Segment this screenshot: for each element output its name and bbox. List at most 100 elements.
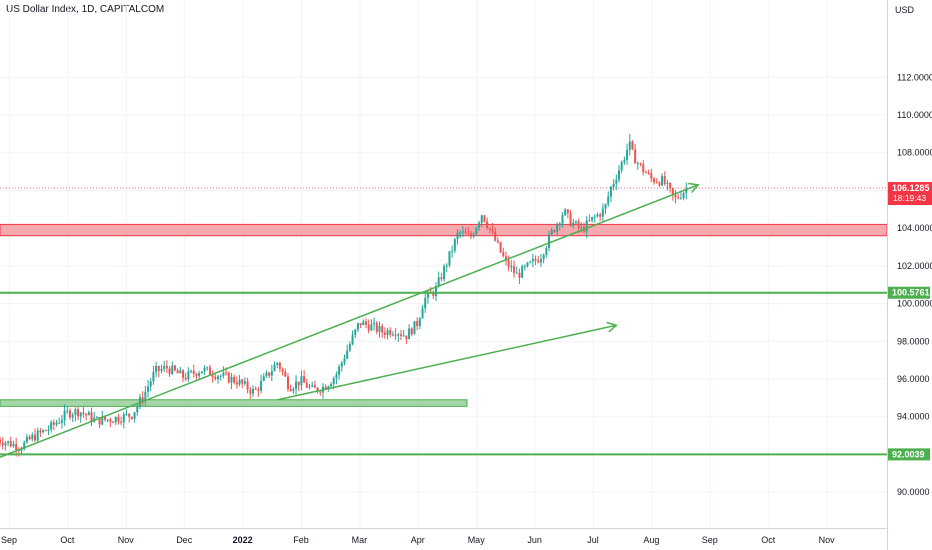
candle-body — [300, 376, 303, 386]
drawn-lines — [0, 182, 887, 458]
x-tick-label: Feb — [293, 535, 309, 545]
candle-body — [577, 221, 580, 228]
y-tick-label: 108.0000 — [897, 148, 932, 158]
y-tick-label: 100.0000 — [897, 299, 932, 309]
y-tick-label: 112.0000 — [897, 72, 932, 82]
candle-body — [28, 436, 31, 440]
candle-body — [173, 365, 176, 371]
candle-body — [313, 385, 316, 388]
candle-body — [340, 362, 343, 367]
candle-body — [295, 381, 298, 389]
candle-body — [677, 197, 680, 199]
candle-body — [222, 372, 225, 376]
y-tick-label: 90.0000 — [897, 487, 930, 497]
candle-body — [7, 441, 10, 443]
candle-body — [55, 422, 58, 425]
candle-body — [515, 272, 518, 274]
candle-body — [397, 334, 400, 336]
candle-body — [25, 436, 28, 443]
x-tick-label: 2022 — [233, 535, 253, 545]
candle-body — [155, 366, 158, 372]
candle-body — [631, 141, 634, 150]
y-tick-label: 102.0000 — [897, 261, 932, 271]
candle-body — [39, 430, 42, 433]
x-tick-label: Nov — [819, 535, 836, 545]
support-zone — [0, 399, 468, 407]
candle-body — [365, 321, 368, 325]
candle-body — [585, 220, 588, 232]
candle-body — [574, 221, 577, 223]
candle-body — [418, 318, 421, 327]
candle-body — [311, 385, 314, 387]
candle-body — [50, 422, 53, 430]
candle-body — [658, 182, 661, 186]
candle-body — [432, 292, 435, 296]
candle-body — [604, 204, 607, 209]
candle-body — [537, 260, 540, 263]
level-badge-value: 100.5761 — [892, 288, 930, 298]
level-badge — [888, 448, 930, 461]
grid — [0, 0, 887, 528]
candle-body — [561, 215, 564, 224]
x-tick-label: Jul — [587, 535, 599, 545]
candle-body — [1, 442, 4, 446]
candle-body — [456, 232, 459, 240]
candle-body — [469, 233, 472, 237]
y-tick-label: 96.0000 — [897, 374, 930, 384]
candle-body — [206, 367, 209, 369]
candle-body — [319, 391, 322, 393]
x-tick-label: May — [468, 535, 486, 545]
candle-body — [93, 417, 96, 422]
candle-body — [402, 335, 405, 337]
candle-body — [491, 229, 494, 232]
candle-body — [448, 251, 451, 266]
candle-body — [478, 222, 481, 228]
candle-body — [227, 372, 230, 383]
x-tick-label: Sep — [702, 535, 718, 545]
candle-body — [521, 266, 524, 278]
candle-body — [601, 208, 604, 217]
candle-body — [591, 216, 594, 221]
currency-label: USD — [895, 5, 915, 15]
candle-body — [539, 259, 542, 263]
candle-body — [114, 416, 117, 423]
candle-body — [179, 370, 182, 374]
candle-body — [36, 430, 39, 441]
candle-body — [531, 258, 534, 262]
candle-body — [262, 376, 265, 381]
candle-body — [106, 419, 109, 421]
candle-body — [381, 326, 384, 333]
candle-body — [4, 442, 7, 446]
x-tick-label: Aug — [643, 535, 659, 545]
x-tick-label: Mar — [352, 535, 368, 545]
candle-body — [47, 429, 50, 431]
candle-body — [343, 358, 346, 363]
candle-body — [348, 344, 351, 351]
candle-body — [351, 335, 354, 345]
candle-body — [284, 371, 287, 377]
candle-body — [338, 366, 341, 375]
candle-body — [147, 386, 150, 392]
candle-body — [663, 176, 666, 184]
level-badge — [888, 286, 930, 299]
candle-body — [289, 388, 292, 392]
candle-body — [246, 381, 249, 390]
x-tick-label: Oct — [761, 535, 776, 545]
candle-body — [278, 362, 281, 369]
x-tick-label: Dec — [176, 535, 193, 545]
candle-body — [182, 370, 185, 378]
candle-body — [265, 372, 268, 377]
candle-body — [383, 332, 386, 335]
candle-body — [550, 230, 553, 235]
candle-body — [330, 384, 333, 387]
candle-body — [472, 234, 475, 237]
candle-body — [445, 265, 448, 267]
candle-body — [235, 382, 238, 385]
candle-body — [634, 149, 637, 164]
candle-body — [386, 330, 389, 335]
trendline-arrowhead — [606, 321, 618, 333]
candle-body — [120, 421, 123, 423]
candle-body — [122, 414, 125, 423]
candle-body — [79, 412, 82, 417]
